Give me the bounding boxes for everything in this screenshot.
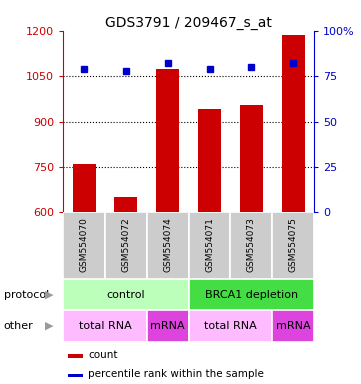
- Text: BRCA1 depletion: BRCA1 depletion: [205, 290, 298, 300]
- Text: ▶: ▶: [44, 290, 53, 300]
- Text: GSM554073: GSM554073: [247, 217, 256, 272]
- Text: GSM554071: GSM554071: [205, 217, 214, 272]
- Bar: [156, 69, 179, 212]
- Bar: [147, 212, 188, 279]
- Text: total RNA: total RNA: [204, 321, 257, 331]
- Text: GSM554070: GSM554070: [79, 217, 88, 272]
- Text: GSM554074: GSM554074: [163, 217, 172, 271]
- Text: GSM554072: GSM554072: [121, 217, 130, 271]
- Bar: [68, 374, 83, 377]
- Bar: [68, 354, 83, 358]
- Text: ▶: ▶: [44, 321, 53, 331]
- Text: percentile rank within the sample: percentile rank within the sample: [88, 369, 264, 379]
- Bar: [63, 310, 147, 342]
- Text: protocol: protocol: [4, 290, 49, 300]
- Text: GSM554075: GSM554075: [289, 217, 298, 272]
- Text: mRNA: mRNA: [151, 321, 185, 331]
- Bar: [188, 279, 314, 310]
- Bar: [272, 310, 314, 342]
- Text: total RNA: total RNA: [79, 321, 131, 331]
- Text: count: count: [88, 350, 118, 360]
- Bar: [240, 105, 263, 212]
- Bar: [282, 35, 305, 212]
- Title: GDS3791 / 209467_s_at: GDS3791 / 209467_s_at: [105, 16, 272, 30]
- Bar: [105, 212, 147, 279]
- Bar: [114, 197, 138, 212]
- Bar: [188, 212, 230, 279]
- Bar: [73, 164, 96, 212]
- Bar: [198, 109, 221, 212]
- Bar: [188, 310, 272, 342]
- Bar: [272, 212, 314, 279]
- Bar: [230, 212, 272, 279]
- Bar: [147, 310, 188, 342]
- Text: mRNA: mRNA: [276, 321, 310, 331]
- Text: control: control: [106, 290, 145, 300]
- Bar: [63, 212, 105, 279]
- Text: other: other: [4, 321, 33, 331]
- Bar: [63, 279, 188, 310]
